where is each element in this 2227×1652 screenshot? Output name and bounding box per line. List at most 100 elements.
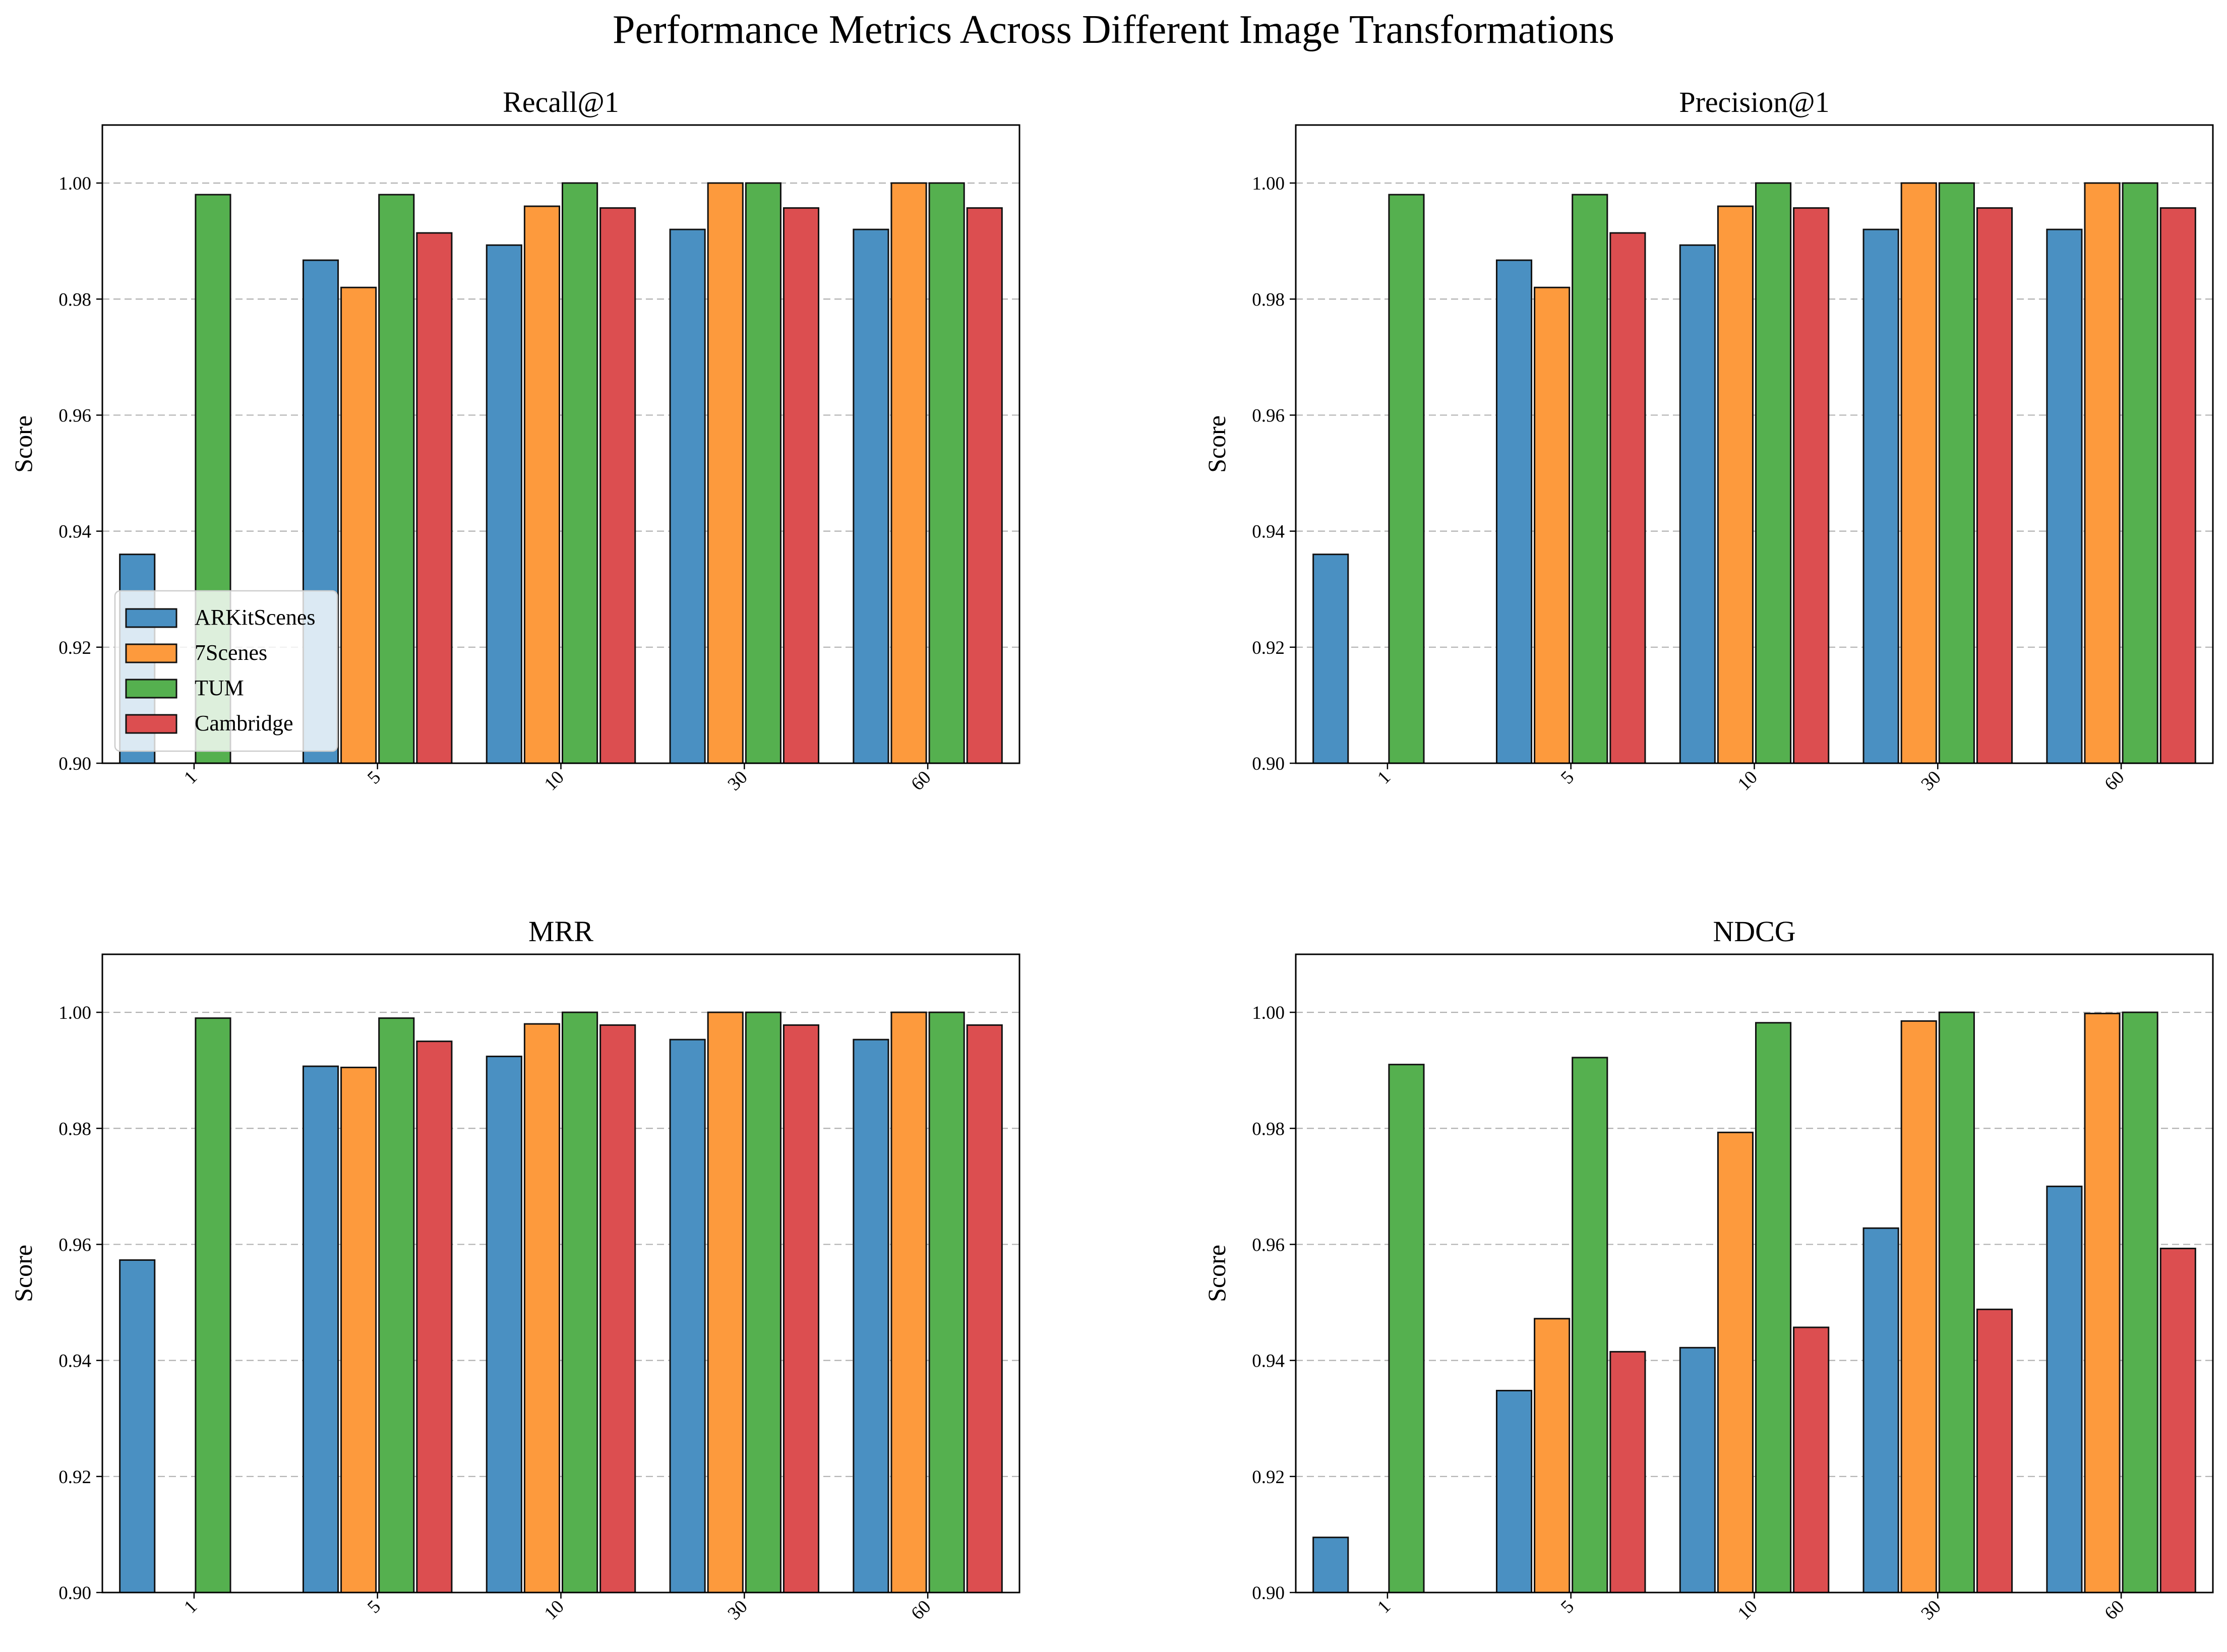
y-axis-label: Score (1202, 415, 1231, 473)
x-tick-label: 30 (1917, 1596, 1945, 1624)
bar-cambridge-5 (1609, 1351, 1646, 1594)
y-tick-label: 0.98 (1252, 289, 1285, 310)
chart-panel-4: 0.90 0.92 0.94 0.96 0.98 1.00 1 5 10 30 60 NDCG Scor… (1202, 915, 2214, 1624)
x-tick-label: 60 (2100, 1596, 2128, 1624)
y-tick-label: 0.98 (1252, 1119, 1285, 1139)
bar-arkitscenes-60 (853, 1038, 889, 1594)
y-tick-label: 1.00 (1252, 1003, 1285, 1023)
bar-cambridge-60 (2159, 1248, 2196, 1594)
axes-frame (1295, 953, 2214, 1594)
bar-7scenes-5 (340, 1066, 377, 1594)
y-tick-label: 1.00 (58, 1003, 91, 1023)
y-tick-label: 0.94 (58, 522, 91, 542)
y-tick-label: 0.96 (1252, 1235, 1285, 1255)
bar-arkitscenes-30 (669, 228, 706, 764)
legend: ARKitScenes 7Scenes TUM Cambridge (114, 590, 338, 752)
bar-cambridge-60 (2159, 207, 2196, 764)
axes-frame (101, 124, 1020, 764)
x-tick-label: 30 (724, 767, 752, 794)
bar-tum-5 (378, 194, 415, 764)
bar-arkitscenes-60 (2046, 1185, 2083, 1594)
bar-arkitscenes-10 (486, 1056, 522, 1594)
y-tick-label: 0.94 (1252, 1351, 1285, 1372)
x-tick-label: 30 (724, 1596, 752, 1624)
bar-arkitscenes-10 (1679, 1347, 1716, 1594)
y-tick-label: 0.90 (1252, 754, 1285, 774)
bar-cambridge-60 (966, 1024, 1003, 1594)
x-tick-label: 30 (1917, 767, 1945, 794)
x-tick-label: 1 (1373, 767, 1395, 788)
legend-swatch-7scenes (125, 643, 177, 663)
bar-arkitscenes-10 (1679, 244, 1716, 764)
bar-tum-30 (745, 1011, 781, 1594)
y-tick-label: 0.94 (1252, 522, 1285, 542)
x-tick-label: 5 (1557, 1596, 1578, 1617)
legend-label: TUM (195, 676, 244, 700)
y-tick-label: 0.92 (1252, 638, 1285, 658)
bar-7scenes-60 (890, 1011, 927, 1594)
y-axis-label: Score (9, 1245, 37, 1302)
x-tick-label: 10 (1734, 767, 1762, 794)
x-tick-label: 5 (1557, 767, 1578, 788)
bar-arkitscenes-5 (302, 1065, 339, 1594)
bar-tum-1 (195, 1017, 231, 1594)
bar-cambridge-30 (1976, 207, 2013, 764)
y-tick-label: 0.92 (58, 638, 91, 658)
bar-cambridge-5 (1609, 232, 1646, 764)
bar-arkitscenes-10 (486, 244, 522, 764)
x-tick-label: 60 (907, 1596, 935, 1624)
legend-box (114, 590, 338, 752)
y-tick-label: 0.90 (1252, 1583, 1285, 1604)
bar-tum-60 (928, 1011, 965, 1594)
bar-tum-60 (928, 182, 965, 764)
bar-tum-30 (1938, 1011, 1975, 1594)
y-tick-label: 0.96 (58, 405, 91, 426)
bar-cambridge-30 (783, 1024, 820, 1594)
legend-swatch-cambridge (125, 714, 177, 734)
legend-label: Cambridge (195, 711, 293, 736)
bar-tum-5 (1572, 1057, 1608, 1594)
y-tick-label: 0.92 (1252, 1467, 1285, 1488)
bar-7scenes-30 (1900, 1020, 1937, 1594)
bar-arkitscenes-30 (669, 1038, 706, 1594)
x-tick-label: 1 (1373, 1596, 1395, 1617)
bar-7scenes-10 (523, 205, 561, 764)
bar-arkitscenes-1 (119, 1259, 156, 1594)
bar-arkitscenes-5 (1495, 1389, 1533, 1594)
x-tick-label: 1 (180, 1596, 201, 1617)
x-tick-label: 1 (180, 767, 201, 788)
bar-cambridge-10 (599, 1024, 636, 1594)
x-tick-label: 5 (364, 1596, 385, 1617)
bar-tum-60 (2122, 1011, 2158, 1594)
bar-tum-30 (745, 182, 781, 764)
bar-7scenes-5 (1534, 286, 1571, 764)
x-tick-label: 10 (540, 1596, 568, 1624)
y-tick-label: 0.98 (58, 289, 91, 310)
x-tick-label: 10 (540, 767, 568, 794)
bar-7scenes-30 (707, 1011, 744, 1594)
axes-frame (101, 953, 1020, 1594)
x-tick-label: 60 (2100, 767, 2128, 794)
figure-title: Performance Metrics Across Different Ima… (613, 8, 1614, 52)
y-tick-label: 0.92 (58, 1467, 91, 1488)
bar-arkitscenes-1 (1312, 1537, 1349, 1594)
bar-7scenes-10 (1717, 1131, 1754, 1594)
bar-arkitscenes-30 (1862, 1227, 1899, 1594)
bar-cambridge-10 (1793, 1326, 1830, 1594)
y-tick-label: 0.96 (58, 1235, 91, 1255)
chart-panel-3: 0.90 0.92 0.94 0.96 0.98 1.00 1 5 10 30 60 MRR Score (9, 915, 1020, 1624)
bar-tum-5 (1572, 194, 1608, 764)
legend-label: 7Scenes (195, 640, 267, 665)
subplot-title: Precision@1 (1679, 86, 1829, 118)
bar-arkitscenes-1 (1312, 554, 1349, 764)
subplot-title: NDCG (1713, 915, 1795, 948)
bar-cambridge-30 (783, 207, 820, 764)
bar-cambridge-30 (1976, 1308, 2013, 1594)
bar-tum-5 (378, 1017, 415, 1594)
bar-7scenes-30 (1900, 182, 1937, 764)
bar-cambridge-5 (416, 1041, 453, 1594)
bar-tum-10 (1755, 182, 1792, 764)
x-tick-label: 10 (1734, 1596, 1762, 1624)
bar-arkitscenes-60 (2046, 228, 2083, 764)
